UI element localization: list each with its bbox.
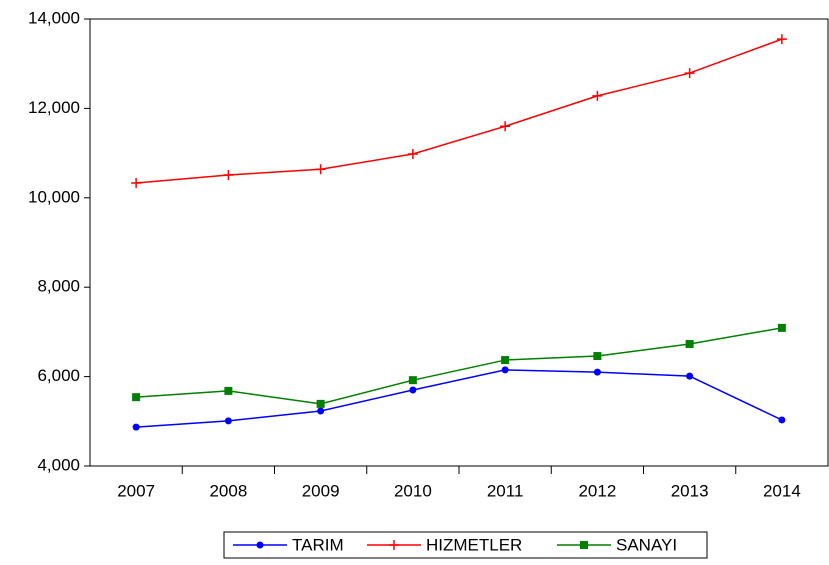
x-tick-label: 2014 (763, 481, 801, 500)
legend-label: TARIM (292, 535, 344, 554)
legend-marker (580, 541, 588, 549)
point (316, 399, 325, 408)
plot-frame (89, 18, 829, 467)
series-line (136, 369, 783, 428)
point (501, 366, 509, 374)
point (501, 356, 510, 365)
series-line (136, 327, 783, 405)
point (224, 386, 233, 395)
point (778, 416, 786, 424)
x-tick-label: 2013 (671, 481, 709, 500)
point (223, 170, 234, 181)
point (777, 323, 786, 332)
point (776, 34, 787, 45)
point (131, 178, 142, 189)
point (684, 68, 695, 79)
x-tick-label: 2011 (487, 481, 524, 500)
point (593, 352, 602, 361)
point (408, 376, 417, 385)
point (409, 386, 417, 394)
point (132, 423, 140, 431)
point (407, 148, 418, 159)
legend-label: HIZMETLER (426, 535, 522, 554)
point (224, 417, 232, 425)
point (685, 339, 694, 348)
y-tick-label: 10,000 (28, 187, 80, 206)
point (500, 121, 511, 132)
x-tick-label: 2007 (117, 481, 155, 500)
x-tick-label: 2008 (209, 481, 247, 500)
point (317, 407, 325, 415)
legend-box (223, 531, 708, 559)
legend-marker (389, 540, 399, 550)
y-tick-label: 12,000 (28, 98, 80, 117)
point (592, 90, 603, 101)
point (686, 372, 694, 380)
point (593, 368, 601, 376)
x-tick-label: 2012 (578, 481, 616, 500)
y-tick-label: 8,000 (37, 277, 80, 296)
series-line (136, 38, 783, 184)
x-tick-label: 2009 (302, 481, 340, 500)
x-tick-label: 2010 (394, 481, 432, 500)
point (315, 164, 326, 175)
legend-label: SANAYI (616, 535, 677, 554)
y-tick-label: 6,000 (37, 366, 80, 385)
legend-marker (256, 541, 264, 549)
point (132, 393, 141, 402)
y-tick-label: 14,000 (28, 8, 80, 27)
y-tick-label: 4,000 (37, 455, 80, 474)
